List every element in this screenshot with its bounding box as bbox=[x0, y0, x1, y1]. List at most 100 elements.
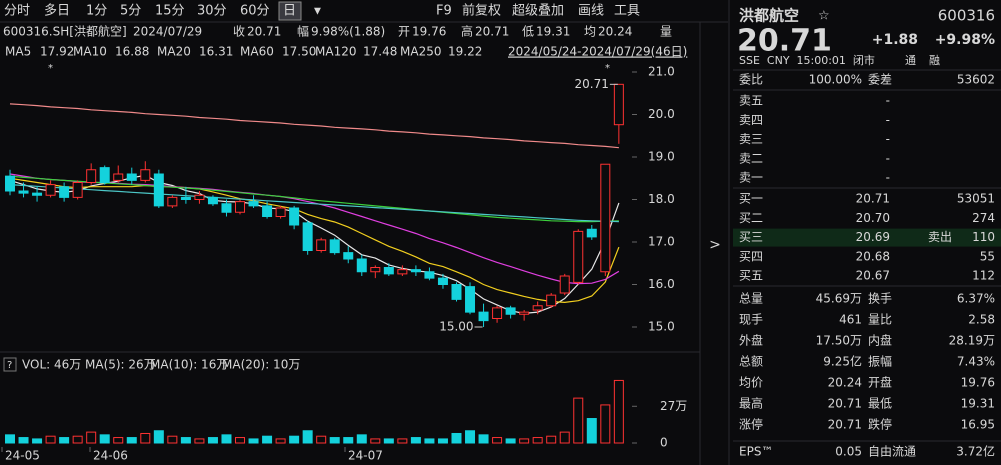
tab[interactable]: 30分 bbox=[197, 4, 227, 19]
candle-body bbox=[465, 286, 476, 313]
volume-bar bbox=[59, 437, 70, 444]
bid-volume: 274 bbox=[972, 211, 995, 225]
ma-name: MA20 bbox=[157, 45, 191, 59]
tool[interactable]: 工具 bbox=[614, 4, 640, 19]
ask-label: 卖一 bbox=[739, 171, 763, 185]
bid-price: 20.67 bbox=[856, 269, 890, 283]
tab[interactable]: 多日 bbox=[44, 3, 70, 19]
tab[interactable]: 日 bbox=[283, 4, 296, 19]
ask-price: - bbox=[886, 132, 890, 146]
volume-bar bbox=[235, 437, 246, 444]
stat-label: 跌停 bbox=[868, 417, 892, 432]
ask-label: 卖二 bbox=[739, 151, 763, 165]
volume-bar bbox=[180, 437, 191, 444]
volume-bar bbox=[262, 435, 273, 444]
info-value: 19.31 bbox=[536, 25, 570, 39]
stat-label: 外盘 bbox=[739, 333, 763, 348]
volume-legend: MA(10): 16万 bbox=[150, 358, 228, 372]
info-label: 低 bbox=[522, 25, 534, 39]
tab-active bbox=[278, 1, 302, 21]
y-tick-label: 15.0 bbox=[648, 320, 675, 334]
candle-body bbox=[505, 307, 516, 315]
info-label: 收 bbox=[233, 25, 245, 39]
volume-bar bbox=[573, 397, 584, 444]
volume-bar bbox=[113, 437, 124, 444]
date-range[interactable]: 2024/05/24-2024/07/29(46日) bbox=[508, 45, 687, 59]
ma-name: MA250 bbox=[400, 45, 441, 59]
tab[interactable]: 1分 bbox=[86, 4, 107, 19]
help-text: ? bbox=[7, 360, 12, 371]
date-label: 24-06 bbox=[93, 449, 128, 463]
stat-label: EPS™ bbox=[739, 445, 773, 459]
candle-body bbox=[492, 307, 503, 319]
ask-label: 卖四 bbox=[739, 113, 763, 127]
ma-value: 17.50 bbox=[282, 45, 316, 59]
candle-body bbox=[356, 258, 367, 273]
candle-body bbox=[32, 192, 43, 196]
y-tick-label: 19.0 bbox=[648, 150, 675, 164]
star-icon[interactable]: ☆ bbox=[818, 9, 830, 24]
candle-body bbox=[5, 175, 15, 192]
tool[interactable]: 超级叠加 bbox=[512, 4, 564, 19]
volume-bar bbox=[329, 437, 340, 444]
candle-body bbox=[586, 228, 597, 238]
candle-body bbox=[140, 169, 151, 181]
ratio-value: 53602 bbox=[957, 73, 995, 87]
ask-label: 卖三 bbox=[739, 132, 763, 146]
tool[interactable]: 画线 bbox=[578, 4, 604, 19]
ma-value: 17.92 bbox=[40, 45, 74, 59]
dropdown[interactable]: ▼ bbox=[314, 7, 321, 17]
ask-price: - bbox=[886, 113, 890, 127]
tool[interactable]: 前复权 bbox=[462, 3, 501, 19]
volume-bar bbox=[194, 438, 205, 444]
tab[interactable]: 60分 bbox=[240, 4, 270, 19]
volume-bar bbox=[289, 435, 300, 444]
v-tick-label: 0 bbox=[660, 436, 668, 450]
ask-label: 卖五 bbox=[739, 94, 763, 108]
volume-bar bbox=[613, 379, 624, 444]
volume-bar bbox=[126, 437, 137, 444]
ma-line bbox=[9, 174, 620, 315]
candle-body bbox=[167, 196, 178, 207]
candle-body bbox=[397, 269, 408, 275]
bid-label: 买三 bbox=[739, 230, 763, 244]
candle-body bbox=[59, 186, 70, 198]
tab[interactable]: 15分 bbox=[155, 4, 185, 19]
bid-label: 买二 bbox=[739, 211, 763, 225]
candle-body bbox=[72, 182, 83, 198]
star: * bbox=[48, 63, 53, 74]
volume-bar bbox=[505, 438, 516, 444]
volume-bar bbox=[86, 431, 97, 444]
help-icon[interactable] bbox=[3, 357, 17, 372]
ma-name: MA60 bbox=[240, 45, 274, 59]
expand-button[interactable]: > bbox=[709, 237, 721, 253]
ratio-label: 委差 bbox=[868, 73, 892, 87]
bid-label: 买四 bbox=[739, 249, 763, 263]
volume-bar bbox=[356, 434, 367, 444]
stat-label: 总额 bbox=[739, 355, 763, 369]
stat-value: 461 bbox=[839, 313, 862, 327]
ask-price: - bbox=[886, 151, 890, 165]
candle-body bbox=[424, 271, 435, 279]
tab[interactable]: 5分 bbox=[120, 4, 141, 19]
ma-value: 17.48 bbox=[363, 45, 397, 59]
info-label: 开 bbox=[398, 25, 410, 39]
volume-bar bbox=[559, 431, 570, 444]
tool[interactable]: F9 bbox=[436, 4, 452, 19]
candle-body bbox=[45, 184, 56, 196]
candle-body bbox=[86, 169, 97, 183]
volume-bar bbox=[586, 418, 597, 444]
info-value: 9.98%(1.88) bbox=[311, 25, 385, 39]
ask-price: - bbox=[886, 171, 890, 185]
v-tick-label: 27万 bbox=[660, 399, 687, 413]
stat-label: 量比 bbox=[868, 313, 892, 327]
stat-label: 最高 bbox=[739, 396, 763, 411]
candle-body bbox=[316, 239, 327, 251]
stat-value: 0.05 bbox=[835, 445, 862, 459]
stat-label: 开盘 bbox=[868, 375, 892, 390]
candle-body bbox=[235, 201, 246, 213]
tab[interactable]: 分时 bbox=[4, 4, 30, 19]
tag: 融 bbox=[929, 54, 940, 67]
